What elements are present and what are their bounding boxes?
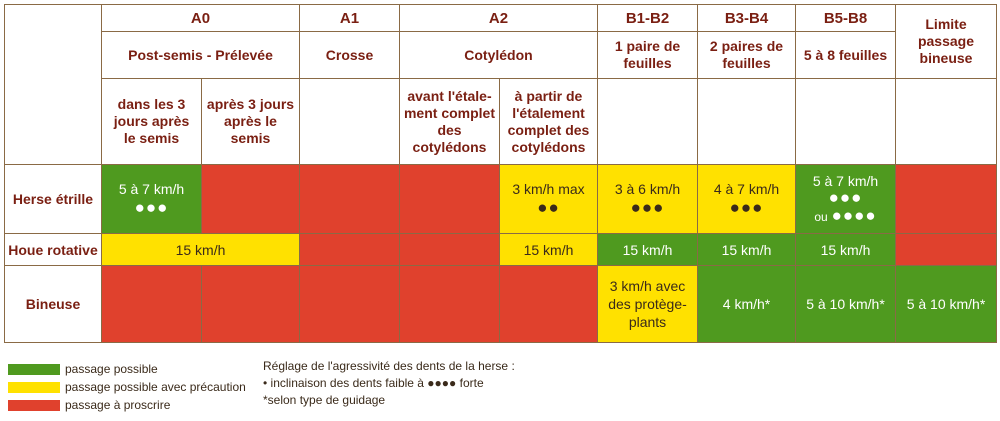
stage-b3b4: B3-B4 (697, 4, 796, 32)
herbicide-passage-table: A0 A1 A2 B1-B2 B3-B4 B5-B8 Limite passag… (4, 4, 997, 343)
stage-limite: Limite passage bineuse (895, 4, 997, 79)
stage-a2: A2 (399, 4, 598, 32)
phase-crosse: Crosse (299, 31, 400, 79)
herse-b5b8-ou: ou (814, 210, 828, 224)
green-swatch (8, 363, 60, 375)
phase-b1b2: 1 paire de feuilles (597, 31, 698, 79)
houe-b1b2: 15 km/h (597, 233, 698, 266)
herse-a1 (299, 164, 400, 234)
herse-b3b4-speed: 4 à 7 km/h (713, 181, 780, 197)
bineuse-a0-2 (201, 265, 300, 343)
herse-b1b2: 3 à 6 km/h ●●● (597, 164, 698, 234)
subphase-a2-2-label: à partir de l'étalement complet des coty… (507, 87, 590, 155)
herse-b3b4-dots: ●●● (729, 198, 764, 217)
stage-limite-label: Limite passage bineuse (917, 16, 975, 66)
bineuse-b3b4: 4 km/h* (697, 265, 796, 343)
herse-b1b2-speed: 3 à 6 km/h (614, 181, 681, 197)
bineuse-a2-2 (499, 265, 598, 343)
note-line-1: Réglage de l'agressivité des dents de la… (263, 359, 515, 373)
subphase-a2-1: avant l'étale-ment complet des cotylédon… (399, 78, 500, 165)
herse-a0-2 (201, 164, 300, 234)
row-bineuse: Bineuse (4, 265, 102, 343)
stage-b5b8: B5-B8 (795, 4, 896, 32)
stage-b1b2: B1-B2 (597, 4, 698, 32)
phase-b3b4-label: 2 paires de feuilles (709, 38, 784, 71)
houe-a0: 15 km/h (101, 233, 300, 266)
phase-b5b8: 5 à 8 feuilles (795, 31, 896, 79)
herse-a2-2-speed: 3 km/h max (512, 181, 585, 197)
herse-a2-1 (399, 164, 500, 234)
stage-a1: A1 (299, 4, 400, 32)
houe-a2-1 (399, 233, 500, 266)
stage-a0: A0 (101, 4, 300, 32)
subphase-a0-2: après 3 jours après le semis (201, 78, 300, 165)
subphase-a0-1: dans les 3 jours après le semis (101, 78, 202, 165)
note-line-2: • inclinaison des dents faible à ●●●● fo… (263, 376, 484, 390)
legend-green-label: passage possible (65, 362, 158, 376)
row-houe: Houe rotative (4, 233, 102, 266)
houe-limite (895, 233, 997, 266)
phase-cotyledon: Cotylédon (399, 31, 598, 79)
legend-red-label: passage à proscrire (65, 398, 171, 412)
herse-b1b2-dots: ●●● (630, 198, 665, 217)
herse-a0-1-speed: 5 à 7 km/h (118, 181, 185, 197)
legend-yellow-label: passage possible avec précaution (65, 380, 246, 394)
subphase-b5b8 (795, 78, 896, 165)
phase-b1b2-label: 1 paire de feuilles (614, 38, 681, 71)
bineuse-a1 (299, 265, 400, 343)
herse-b5b8-speed: 5 à 7 km/h (812, 173, 879, 189)
yellow-swatch (8, 381, 60, 393)
houe-a2-2: 15 km/h (499, 233, 598, 266)
houe-b5b8: 15 km/h (795, 233, 896, 266)
bineuse-a0-1 (101, 265, 202, 343)
legend: passage possible passage possible avec p… (8, 360, 246, 414)
herse-a2-2-dots: ●● (537, 198, 560, 217)
herse-b3b4: 4 à 7 km/h ●●● (697, 164, 796, 234)
row-herse: Herse étrille (4, 164, 102, 234)
herse-b5b8-dots-alt: ●●●● (831, 206, 877, 225)
legend-item-green: passage possible (8, 360, 246, 378)
herse-a0-1: 5 à 7 km/h ●●● (101, 164, 202, 234)
subphase-a1 (299, 78, 400, 165)
bineuse-limite: 5 à 10 km/h* (895, 265, 997, 343)
herse-a2-2: 3 km/h max ●● (499, 164, 598, 234)
bineuse-b5b8: 5 à 10 km/h* (795, 265, 896, 343)
herse-b5b8-dots: ●●● (828, 188, 863, 207)
herse-a0-1-dots: ●●● (134, 198, 169, 217)
bineuse-b1b2: 3 km/h avec des protège-plants (597, 265, 698, 343)
bineuse-a2-1 (399, 265, 500, 343)
notes: Réglage de l'agressivité des dents de la… (263, 358, 515, 409)
phase-b3b4: 2 paires de feuilles (697, 31, 796, 79)
subphase-a0-1-label: dans les 3 jours après le semis (113, 96, 190, 146)
phase-postsemis: Post-semis - Prélevée (101, 31, 300, 79)
subphase-b1b2 (597, 78, 698, 165)
note-line-3: *selon type de guidage (263, 393, 386, 407)
bineuse-b1b2-text: 3 km/h avec des protège-plants (608, 278, 687, 330)
subphase-a0-2-label: après 3 jours après le semis (206, 96, 295, 146)
corner-cell (4, 4, 102, 165)
red-swatch (8, 399, 60, 411)
herse-limite (895, 164, 997, 234)
herse-b5b8: 5 à 7 km/h ●●● ou ●●●● (795, 164, 896, 234)
houe-b3b4: 15 km/h (697, 233, 796, 266)
subphase-b3b4 (697, 78, 796, 165)
subphase-a2-1-label: avant l'étale-ment complet des cotylédon… (403, 87, 495, 155)
legend-item-yellow: passage possible avec précaution (8, 378, 246, 396)
subphase-limite (895, 78, 997, 165)
legend-item-red: passage à proscrire (8, 396, 246, 414)
houe-a1 (299, 233, 400, 266)
subphase-a2-2: à partir de l'étalement complet des coty… (499, 78, 598, 165)
